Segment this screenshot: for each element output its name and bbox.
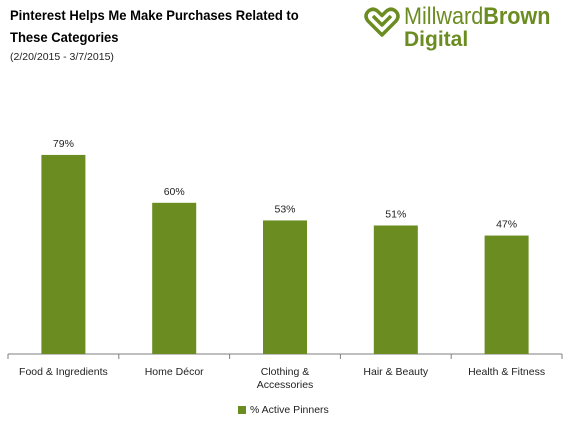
data-label: 60% <box>164 186 185 198</box>
x-tick-label: Food & Ingredients <box>19 366 108 378</box>
bar-chart: 79% Food & Ingredients 60% Home Décor 53% Clo… <box>7 138 563 391</box>
logo-sub: Digital <box>404 28 469 51</box>
legend-label: % Active Pinners <box>250 404 329 416</box>
chart-legend: % Active Pinners <box>238 404 329 416</box>
bar-5 <box>484 235 529 354</box>
x-tick-label-line: Home Décor <box>145 366 204 378</box>
logo-brand-name: MillwardBrown <box>404 3 550 31</box>
x-tick-label-line: Hair & Beauty <box>363 366 429 378</box>
data-label: 53% <box>274 203 295 215</box>
data-label: 47% <box>496 219 517 231</box>
logo-brand-suffix: Brown <box>483 3 551 30</box>
logo-brand-prefix: Millward <box>404 3 484 30</box>
bar-3 <box>263 220 307 354</box>
bar-1 <box>41 154 86 354</box>
x-tick-label: Clothing & Accessories <box>257 366 314 391</box>
date-range: (2/20/2015 - 3/7/2015) <box>10 51 114 63</box>
x-tick-label: Health & Fitness <box>468 366 545 378</box>
chart-title: Pinterest Helps Me Make Purchases Relate… <box>10 7 299 45</box>
x-tick-label-line: Food & Ingredients <box>19 366 108 378</box>
data-label: 51% <box>385 208 406 220</box>
data-label: 79% <box>53 138 74 150</box>
x-tick-label-line: Accessories <box>257 379 314 391</box>
legend-swatch <box>238 406 246 414</box>
heart-knot-icon <box>364 7 400 37</box>
bar-4 <box>373 225 418 354</box>
x-tick-label: Home Décor <box>145 366 204 378</box>
x-tick-label: Hair & Beauty <box>363 366 429 378</box>
brand-logo: MillwardBrown Digital <box>364 1 580 53</box>
x-tick-label-line: Health & Fitness <box>468 366 545 378</box>
x-tick-label-line: Clothing & <box>261 366 309 378</box>
bar-2 <box>152 202 197 354</box>
